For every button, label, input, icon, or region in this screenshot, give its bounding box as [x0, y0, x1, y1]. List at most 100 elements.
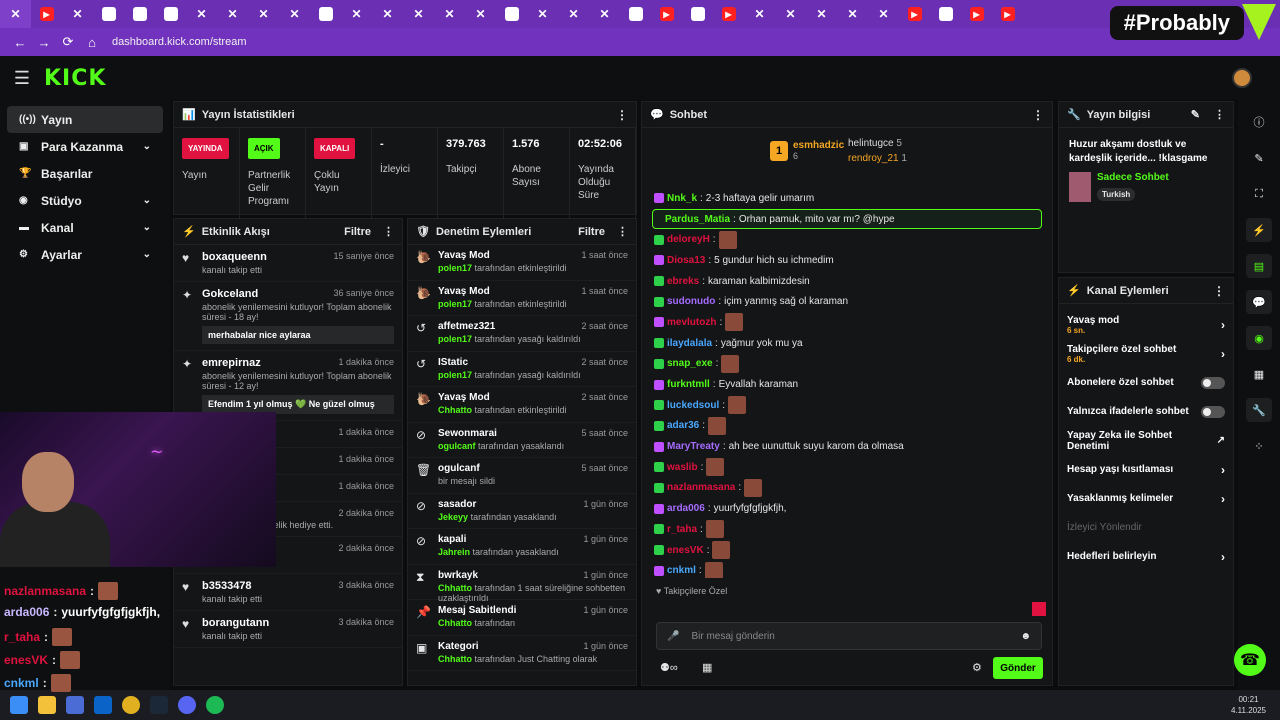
list-icon[interactable]: ▤ — [1246, 254, 1272, 278]
moderator-name[interactable]: Chhatto — [438, 582, 472, 593]
edit-icon[interactable]: ✎ — [1254, 152, 1264, 165]
back-icon[interactable]: ← — [13, 34, 27, 50]
browser-tab[interactable]: ✕ — [62, 0, 93, 28]
steam-icon[interactable] — [150, 696, 168, 714]
tools-icon[interactable]: ⚉∞ — [660, 662, 678, 674]
toggle-switch[interactable] — [1201, 405, 1225, 418]
browser-tab[interactable]: ✕ — [186, 0, 217, 28]
emote-icon[interactable] — [823, 602, 837, 616]
activity-user[interactable]: boxaqueenn — [202, 251, 267, 263]
browser-tab[interactable]: ✕ — [217, 0, 248, 28]
url-field[interactable]: dashboard.kick.com/stream — [112, 31, 1112, 53]
chat-username[interactable]: mevlutozh — [667, 316, 717, 328]
browser-tab[interactable]: ✕ — [744, 0, 775, 28]
channel-action-item[interactable]: Yapay Zeka ile Sohbet Denetimi ↗ — [1059, 426, 1233, 455]
chat-username[interactable]: sudonudo — [667, 296, 716, 308]
activity-user[interactable]: emrepirnaz — [202, 357, 261, 369]
channel-action-item[interactable]: Takipçilere özel sohbet 6 dk. › — [1059, 339, 1233, 368]
chat-username[interactable]: ebreks — [667, 275, 700, 287]
moderation-filter-button[interactable]: Filtre — [578, 225, 605, 238]
layout-icon[interactable]: ▦ — [1253, 368, 1265, 381]
channel-action-item[interactable]: Hedefleri belirleyin › — [1059, 542, 1233, 571]
browser-tab[interactable] — [310, 0, 341, 28]
browser-tab[interactable]: ▶ — [31, 0, 62, 28]
browser-tab[interactable] — [155, 0, 186, 28]
settings-icon[interactable]: ⚙ — [972, 662, 982, 674]
browser-tab[interactable]: ▶ — [899, 0, 930, 28]
browser-tab[interactable] — [93, 0, 124, 28]
browser-tab[interactable]: ✕ — [868, 0, 899, 28]
moderator-name[interactable]: polen17 — [438, 369, 473, 380]
moderator-name[interactable]: polen17 — [438, 298, 473, 309]
spotify-icon[interactable] — [206, 696, 224, 714]
chat-username[interactable]: cnkml — [667, 565, 696, 577]
sidebar-item-0[interactable]: ((•)) Yayın — [7, 106, 163, 133]
fullscreen-icon[interactable]: ⛶ — [1255, 187, 1263, 200]
kick-logo[interactable]: KICK — [44, 65, 107, 91]
toggle-switch[interactable] — [1201, 376, 1225, 389]
moderator-name[interactable]: polen17 — [438, 334, 473, 344]
mic-icon[interactable]: 🎤 — [667, 630, 680, 642]
browser-tab[interactable]: ✕ — [465, 0, 496, 28]
more-icon[interactable]: ⋮ — [1213, 283, 1225, 298]
more-icon[interactable]: ⋮ — [616, 107, 628, 122]
chat-username[interactable]: furkntmll — [667, 379, 710, 391]
more-icon[interactable]: ⋮ — [1032, 107, 1044, 122]
emote-icon[interactable] — [740, 602, 754, 616]
folder-icon[interactable] — [38, 696, 56, 714]
browser-tab[interactable]: ✕ — [372, 0, 403, 28]
browser-tab[interactable]: ✕ — [589, 0, 620, 28]
browser-tab[interactable]: ▶ — [961, 0, 992, 28]
browser-tab[interactable]: ▶ — [713, 0, 744, 28]
moderator-name[interactable]: Jahrein — [438, 547, 471, 557]
moderator-name[interactable]: Chhatto — [438, 653, 472, 664]
browser-tab[interactable]: ✕ — [837, 0, 868, 28]
apps-icon[interactable]: ⁘ — [1254, 440, 1264, 453]
more-icon[interactable]: ⋮ — [383, 226, 394, 238]
emote-icon[interactable] — [1031, 602, 1046, 616]
emote-icon[interactable] — [990, 602, 1004, 616]
forward-icon[interactable]: → — [37, 34, 51, 50]
wrench-icon[interactable]: 🔧 — [1246, 398, 1272, 422]
browser-tab[interactable] — [620, 0, 651, 28]
chat-username[interactable]: ilaydalala — [667, 337, 713, 349]
sidebar-item-2[interactable]: 🏆 Başarılar — [7, 160, 163, 187]
emote-icon[interactable] — [948, 602, 962, 616]
outlook-icon[interactable] — [94, 696, 112, 714]
moderator-name[interactable]: Jekeyy — [438, 511, 469, 522]
emote-icon[interactable] — [865, 602, 879, 616]
broadcast-icon[interactable]: ◉ — [1246, 326, 1272, 350]
emote-icon[interactable] — [698, 602, 712, 616]
channel-action-item[interactable]: Abonelere özel sohbet — [1059, 368, 1233, 397]
browser-tab[interactable]: ✕ — [775, 0, 806, 28]
browser-tab[interactable]: ✕ — [0, 0, 31, 28]
browser-tab[interactable]: ✕ — [279, 0, 310, 28]
activity-user[interactable]: Gokceland — [202, 288, 259, 300]
chat-icon[interactable]: 💬 — [1246, 290, 1272, 314]
chat-username[interactable]: waslib — [667, 461, 698, 473]
activity-user[interactable]: b3533478 — [202, 580, 252, 592]
activity-filter-button[interactable]: Filtre — [344, 225, 371, 238]
browser-tab[interactable]: ✕ — [527, 0, 558, 28]
browser-tab[interactable] — [124, 0, 155, 28]
support-icon[interactable]: ☎ — [1234, 644, 1266, 676]
store-icon[interactable] — [66, 696, 84, 714]
emote-icon[interactable] — [656, 602, 670, 616]
edit-icon[interactable]: ✎ — [1190, 109, 1200, 121]
bolt-icon[interactable]: ⚡ — [1246, 218, 1272, 242]
channel-action-item[interactable]: Yavaş mod 6 sn. › — [1059, 310, 1233, 339]
avatar[interactable] — [1232, 68, 1252, 88]
chat-username[interactable]: nazlanmasana — [667, 482, 736, 494]
channel-action-item[interactable]: Yasaklanmış kelimeler › — [1059, 484, 1233, 513]
emote-icon[interactable] — [907, 602, 921, 616]
info-icon[interactable]: ⓘ — [1253, 117, 1265, 129]
moderator-name[interactable]: Chhatto — [438, 405, 472, 415]
browser-tab[interactable]: ▶ — [651, 0, 682, 28]
reload-icon[interactable]: ⟳ — [62, 34, 74, 49]
chat-username[interactable]: luckedsoul — [667, 399, 720, 411]
browser-tab[interactable]: ✕ — [806, 0, 837, 28]
send-button[interactable]: Gönder — [993, 657, 1043, 679]
start-icon[interactable] — [10, 696, 28, 714]
browser-tab[interactable]: ✕ — [434, 0, 465, 28]
store-icon[interactable]: ▦ — [702, 662, 713, 674]
